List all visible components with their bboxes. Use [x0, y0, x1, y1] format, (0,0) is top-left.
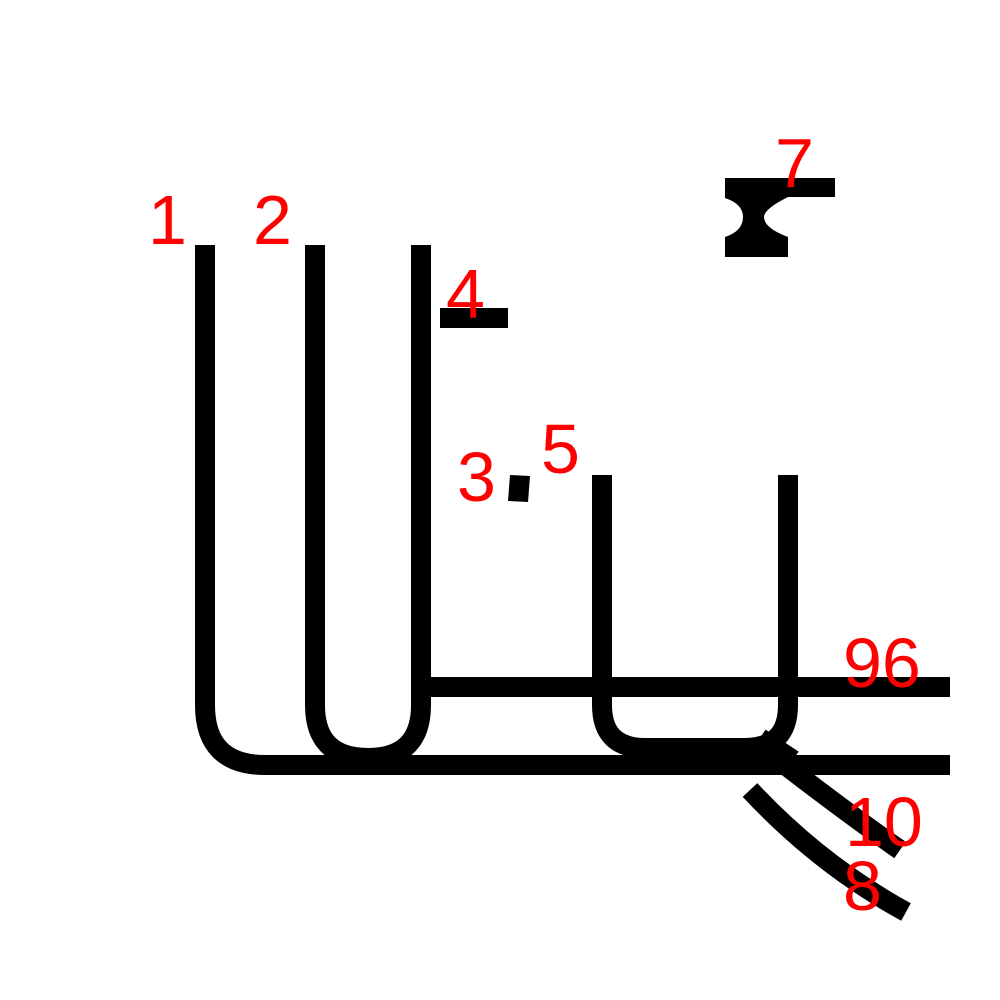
- track-2-3-u-path: [305, 245, 431, 768]
- segment-4: [440, 308, 508, 328]
- buffer-stop-7: [725, 178, 835, 257]
- track-5-u-path: [592, 475, 798, 758]
- label-1: 1: [148, 181, 187, 259]
- label-8: 8: [843, 847, 882, 925]
- track-1-path: [195, 245, 950, 775]
- label-3: 3: [457, 438, 496, 516]
- label-4: 4: [446, 255, 485, 333]
- junction-connector-path: [754, 729, 799, 769]
- label-96: 96: [843, 624, 921, 702]
- label-7: 7: [775, 124, 814, 202]
- segment-3-block: [508, 475, 530, 502]
- label-10: 10: [845, 783, 923, 861]
- label-5: 5: [541, 410, 580, 488]
- label-2: 2: [253, 181, 292, 259]
- track-8-path: [742, 783, 911, 921]
- track-10-path: [778, 757, 906, 859]
